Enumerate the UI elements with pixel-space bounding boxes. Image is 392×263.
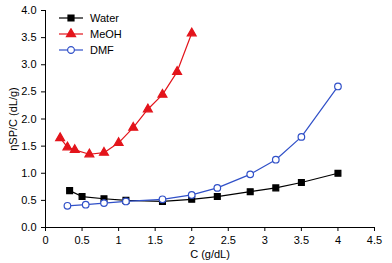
svg-text:3.5: 3.5 [294,234,309,246]
svg-text:4.5: 4.5 [367,234,382,246]
svg-text:2.5: 2.5 [221,234,236,246]
html-text:Water: Water [90,12,119,24]
svg-text:C (g/dL): C (g/dL) [190,248,230,260]
svg-text:0: 0 [42,234,48,246]
svg-text:ηSP/C (dL/g): ηSP/C (dL/g) [7,87,19,151]
svg-text:4: 4 [335,234,341,246]
svg-text:2.5: 2.5 [21,85,36,97]
svg-text:3: 3 [262,234,268,246]
svg-text:0.5: 0.5 [74,234,89,246]
svg-text:2: 2 [189,234,195,246]
svg-text:2.0: 2.0 [21,113,36,125]
html-text:MeOH: MeOH [90,28,122,40]
svg-text:1: 1 [116,234,122,246]
svg-text:0.5: 0.5 [21,194,36,206]
svg-text:4.0: 4.0 [21,4,36,16]
svg-text:3.5: 3.5 [21,31,36,43]
svg-text:1.5: 1.5 [148,234,163,246]
svg-text:1.0: 1.0 [21,167,36,179]
svg-text:3.0: 3.0 [21,58,36,70]
html-text:DMF: DMF [90,44,114,56]
svg-text:0.0: 0.0 [21,221,36,233]
svg-text:1.5: 1.5 [21,140,36,152]
